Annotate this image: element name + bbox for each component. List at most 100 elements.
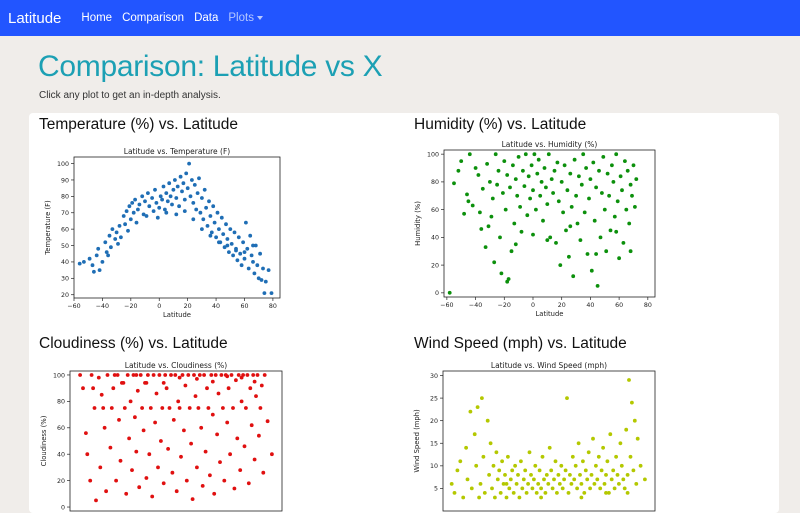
chart-title: Latitude vs. Temperature (F) — [124, 147, 230, 156]
data-point — [221, 406, 225, 410]
y-axis-label: Temperature (F) — [44, 200, 52, 256]
data-point — [190, 497, 195, 501]
data-point — [135, 388, 140, 393]
data-point — [621, 241, 626, 245]
data-point — [252, 379, 257, 384]
section-heading-humidity: Humidity (%) vs. Latitude — [414, 116, 587, 133]
y-tick-label: 0 — [435, 290, 439, 297]
y-tick-label: 40 — [431, 235, 439, 242]
data-point — [549, 468, 554, 473]
data-point — [239, 263, 244, 268]
data-point — [605, 459, 610, 464]
data-point — [622, 486, 627, 491]
data-point — [269, 291, 274, 295]
data-point — [224, 222, 228, 227]
cloudiness-plot[interactable]: Latitude vs. Cloudiness (%) 0 20 40 60 80 100 C… — [37, 356, 297, 512]
data-point — [179, 454, 183, 459]
data-point — [483, 245, 488, 249]
data-point — [461, 495, 466, 500]
navbar-brand[interactable]: Latitude — [8, 9, 62, 27]
data-point — [147, 452, 152, 457]
nav-link-data[interactable]: Data — [194, 12, 219, 24]
wind-speed-plot[interactable]: Latitude vs. Wind Speed (mph) 5 10 15 20 25 30… — [412, 356, 672, 512]
data-point — [222, 478, 227, 483]
data-point — [252, 457, 257, 462]
plots-card — [29, 113, 779, 513]
data-point — [248, 386, 253, 391]
data-point — [214, 235, 219, 240]
data-point — [156, 465, 160, 470]
humidity-plot[interactable]: Latitude vs. Humidity (%) 0 20 40 60 80 100 −60… — [410, 138, 670, 328]
data-point — [130, 201, 135, 205]
x-tick-label: 80 — [644, 302, 652, 309]
data-point — [259, 383, 264, 388]
data-point — [489, 214, 494, 219]
data-point — [215, 210, 220, 215]
x-tick-label: −20 — [124, 303, 137, 310]
data-point — [512, 221, 517, 226]
data-point — [200, 227, 204, 231]
data-point — [150, 196, 154, 200]
data-point — [182, 209, 187, 213]
data-point — [618, 174, 623, 179]
nav-link-home[interactable]: Home — [81, 12, 113, 24]
data-point — [263, 279, 268, 284]
section-heading-wind-speed: Wind Speed (mph) vs. Latitude — [414, 335, 627, 352]
data-point — [625, 491, 630, 495]
data-point — [141, 428, 146, 433]
nav-dropdown-plots[interactable]: Plots — [228, 12, 263, 24]
data-point — [601, 445, 605, 450]
data-point — [161, 481, 166, 486]
data-point — [631, 163, 636, 168]
data-point — [154, 391, 159, 396]
data-point — [575, 486, 579, 491]
data-point — [480, 186, 485, 191]
data-point — [127, 436, 131, 441]
nav-link-comparison[interactable]: Comparison — [122, 12, 185, 24]
data-point — [169, 373, 173, 377]
data-point — [252, 271, 257, 276]
data-point — [248, 233, 253, 238]
data-point — [452, 181, 456, 186]
data-point — [192, 373, 196, 377]
data-point — [565, 188, 570, 193]
data-point — [595, 284, 600, 288]
data-point — [494, 450, 499, 455]
y-tick-label: 40 — [57, 452, 65, 459]
temperature-plot[interactable]: Latitude vs. Temperature (F) 20 30 40 50 60 70… — [35, 145, 295, 325]
navbar: Latitude Home Comparison Data Plots — [0, 0, 800, 36]
data-point — [177, 406, 182, 410]
data-point — [574, 193, 578, 198]
data-point — [516, 155, 521, 159]
data-point — [536, 482, 541, 486]
y-tick-label: 20 — [430, 418, 438, 425]
data-point — [221, 232, 226, 236]
data-point — [166, 447, 171, 451]
data-point — [236, 373, 241, 377]
page-subtitle: Click any plot to get an in-depth analys… — [39, 90, 221, 101]
y-tick-label: 25 — [430, 395, 438, 402]
data-point — [523, 468, 528, 473]
data-point — [225, 420, 230, 425]
data-point — [216, 391, 221, 396]
data-point — [548, 235, 553, 240]
data-point — [245, 373, 250, 377]
data-point — [497, 468, 502, 473]
data-point — [258, 251, 262, 256]
data-point — [624, 427, 629, 432]
data-point — [255, 373, 260, 377]
data-point — [140, 194, 145, 199]
data-point — [556, 473, 561, 477]
data-point — [579, 182, 584, 187]
data-point — [138, 373, 143, 377]
data-point — [249, 423, 254, 428]
data-point — [167, 406, 172, 410]
data-point — [502, 159, 507, 163]
data-point — [562, 163, 567, 168]
data-point — [121, 214, 126, 218]
data-point — [159, 439, 163, 443]
data-point — [490, 486, 494, 491]
data-point — [187, 406, 192, 410]
data-point — [496, 168, 501, 173]
data-point — [217, 227, 221, 231]
